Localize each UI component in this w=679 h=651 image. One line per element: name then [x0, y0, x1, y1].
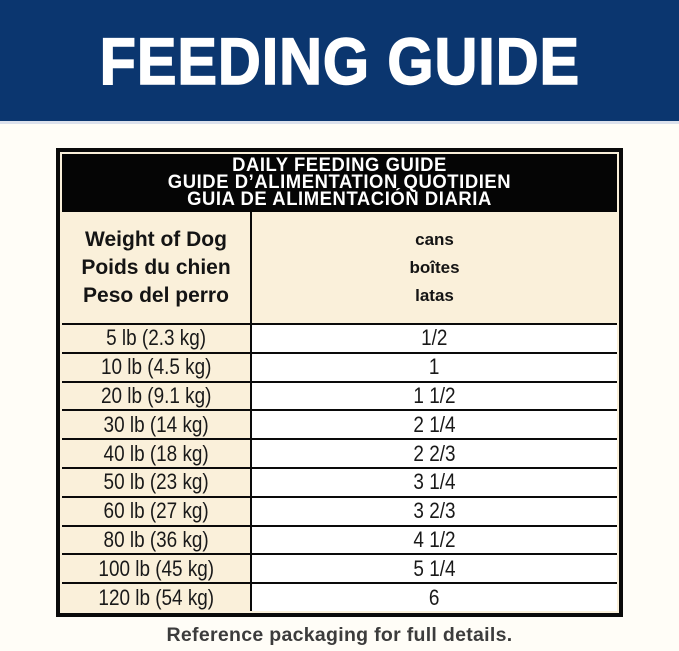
weight-header-es: Peso del perro	[83, 283, 229, 307]
cans-value: 5 1/4	[413, 555, 456, 581]
weight-value: 60 lb (27 kg)	[103, 498, 209, 524]
weight-header-en: Weight of Dog	[85, 227, 227, 251]
weight-cell: 120 lb (54 kg)	[62, 584, 252, 611]
table-row: 40 lb (18 kg) 2 2/3	[62, 440, 617, 469]
banner-title: FEEDING GUIDE	[99, 23, 580, 99]
cans-cell: 1	[252, 353, 617, 381]
column-header-row: Weight of Dog Poids du chien Peso del pe…	[62, 212, 617, 325]
cans-cell: 3 1/4	[252, 468, 617, 496]
cans-cell: 1 1/2	[252, 382, 617, 410]
cans-value: 1	[429, 354, 440, 380]
weight-column-header: Weight of Dog Poids du chien Peso del pe…	[62, 212, 252, 323]
banner: FEEDING GUIDE	[0, 0, 679, 124]
weight-cell: 80 lb (36 kg)	[62, 526, 252, 554]
cans-value: 1 1/2	[413, 382, 456, 408]
cans-value: 1/2	[421, 325, 448, 351]
cans-value: 3 2/3	[413, 498, 456, 524]
table-title-es: GUIA DE ALIMENTACIÓN DIARIA	[187, 189, 492, 210]
table-row: 20 lb (9.1 kg) 1 1/2	[62, 382, 617, 412]
table-row: 60 lb (27 kg) 3 2/3	[62, 497, 617, 527]
weight-cell: 60 lb (27 kg)	[62, 497, 252, 525]
feeding-table: DAILY FEEDING GUIDE GUIDE D’ALIMENTATION…	[56, 148, 623, 617]
cans-value: 4 1/2	[413, 526, 456, 552]
weight-cell: 100 lb (45 kg)	[62, 555, 252, 583]
weight-value: 10 lb (4.5 kg)	[100, 354, 212, 380]
weight-cell: 50 lb (23 kg)	[62, 468, 252, 496]
table-row: 120 lb (54 kg) 6	[62, 584, 617, 611]
cans-cell: 6	[252, 584, 617, 611]
weight-cell: 30 lb (14 kg)	[62, 411, 252, 439]
table-row: 30 lb (14 kg) 2 1/4	[62, 411, 617, 441]
cans-cell: 4 1/2	[252, 526, 617, 554]
table-title-block: DAILY FEEDING GUIDE GUIDE D’ALIMENTATION…	[62, 154, 617, 212]
cans-value: 2 1/4	[413, 411, 456, 437]
table-row: 80 lb (36 kg) 4 1/2	[62, 526, 617, 556]
weight-value: 80 lb (36 kg)	[103, 526, 209, 552]
weight-value: 30 lb (14 kg)	[103, 411, 209, 437]
weight-header-fr: Poids du chien	[81, 255, 231, 279]
cans-column-header: cans boîtes latas	[252, 212, 617, 323]
weight-value: 5 lb (2.3 kg)	[106, 325, 206, 351]
cans-header-fr: boîtes	[409, 257, 460, 277]
cans-value: 3 1/4	[413, 469, 456, 495]
weight-cell: 40 lb (18 kg)	[62, 440, 252, 467]
cans-cell: 5 1/4	[252, 555, 617, 583]
cans-value: 2 2/3	[413, 440, 456, 466]
weight-value: 20 lb (9.1 kg)	[100, 382, 212, 408]
table-row: 100 lb (45 kg) 5 1/4	[62, 555, 617, 585]
weight-cell: 20 lb (9.1 kg)	[62, 382, 252, 410]
feeding-rows: 5 lb (2.3 kg) 1/2 10 lb (4.5 kg) 1 20 lb…	[62, 325, 617, 611]
weight-cell: 10 lb (4.5 kg)	[62, 353, 252, 381]
table-title-fr: GUIDE D’ALIMENTATION QUOTIDIEN	[167, 172, 512, 193]
footer-note: Reference packaging for full details.	[166, 624, 513, 646]
table-row: 10 lb (4.5 kg) 1	[62, 353, 617, 383]
cans-value: 6	[429, 584, 440, 610]
weight-value: 120 lb (54 kg)	[98, 584, 214, 610]
table-row: 5 lb (2.3 kg) 1/2	[62, 325, 617, 354]
cans-cell: 1/2	[252, 325, 617, 352]
cans-cell: 3 2/3	[252, 497, 617, 525]
cans-cell: 2 1/4	[252, 411, 617, 439]
cans-header-en: cans	[415, 229, 454, 249]
cans-header-es: latas	[415, 285, 454, 305]
table-title-en: DAILY FEEDING GUIDE	[232, 155, 447, 176]
weight-value: 50 lb (23 kg)	[103, 469, 209, 495]
table-row: 50 lb (23 kg) 3 1/4	[62, 468, 617, 498]
weight-value: 100 lb (45 kg)	[98, 555, 214, 581]
weight-value: 40 lb (18 kg)	[103, 440, 209, 466]
cans-cell: 2 2/3	[252, 440, 617, 467]
weight-cell: 5 lb (2.3 kg)	[62, 325, 252, 352]
